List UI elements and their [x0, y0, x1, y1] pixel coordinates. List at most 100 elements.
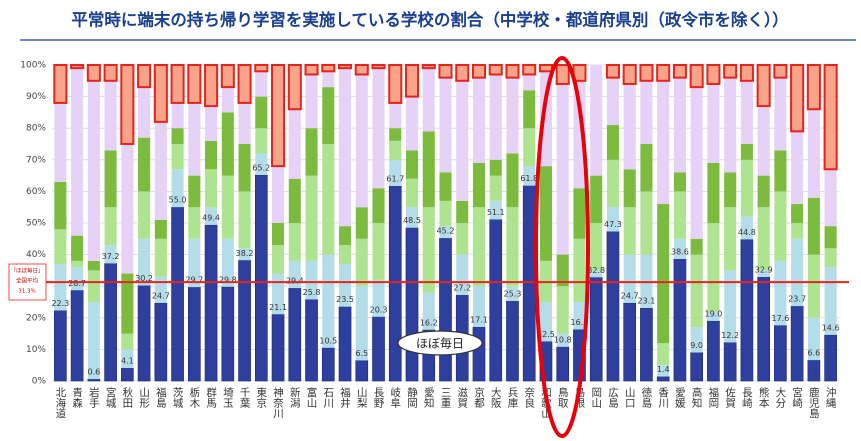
- bar-segment: [171, 102, 184, 129]
- x-tick-label: 沖縄: [825, 386, 837, 408]
- bar-segment: [589, 277, 603, 382]
- bar-segment: [121, 333, 134, 350]
- bar-segment: [807, 359, 821, 382]
- bar-segment: [639, 64, 654, 82]
- bar-segment: [221, 238, 234, 287]
- bar-segment: [806, 64, 821, 111]
- x-tick-label: 佐賀: [724, 386, 736, 409]
- bar-segment: [606, 159, 619, 208]
- data-label: 21.1: [269, 303, 287, 312]
- bar-segment: [272, 223, 285, 246]
- bar-segment: [472, 162, 486, 208]
- bar-segment: [489, 200, 502, 220]
- bar-segment: [70, 64, 85, 70]
- bar-segment: [640, 191, 653, 255]
- bar-segment: [623, 254, 636, 303]
- bar-segment: [338, 306, 352, 382]
- bar-segment: [138, 137, 151, 192]
- data-label: 55.0: [169, 196, 187, 205]
- bar-segment: [405, 207, 419, 228]
- average-value: 31.3%: [18, 289, 35, 295]
- bar-segment: [103, 64, 118, 82]
- x-tick-label: 福岡: [707, 386, 719, 409]
- data-label: 27.2: [453, 284, 471, 293]
- legend-label: ほぼ毎日: [416, 336, 464, 351]
- bar-segment: [221, 112, 234, 176]
- bar-segment: [389, 128, 402, 141]
- bar-segment: [506, 300, 519, 382]
- bar-segment: [188, 238, 201, 288]
- x-tick-label: 宮城: [105, 386, 117, 409]
- bar-segment: [556, 286, 569, 334]
- bar-segment: [606, 231, 620, 382]
- x-tick-label: 新潟: [289, 386, 301, 409]
- bar-segment: [740, 80, 753, 144]
- x-tick-label: 埼玉: [222, 386, 234, 408]
- bar-segment: [305, 74, 318, 129]
- bar-segment: [205, 140, 218, 170]
- bar-segment: [456, 254, 469, 296]
- bar-segment: [774, 150, 787, 192]
- bar-segment: [339, 68, 352, 227]
- bar-segment: [421, 64, 436, 70]
- y-tick-label: 0%: [32, 377, 47, 387]
- bar-segment: [171, 128, 184, 144]
- x-tick-label: 愛媛: [674, 386, 686, 409]
- bar-segment: [657, 204, 670, 344]
- x-tick-label: 長野: [373, 387, 385, 408]
- x-tick-label: 東京: [255, 386, 267, 409]
- bar-segment: [523, 128, 536, 167]
- bar-segment: [372, 188, 385, 223]
- bar-segment: [372, 68, 385, 189]
- bar-segment: [523, 74, 536, 91]
- data-label: 1.4: [657, 365, 670, 374]
- bar-segment: [757, 276, 770, 382]
- bar-segment: [371, 64, 386, 70]
- y-tick-label: 70%: [26, 155, 46, 165]
- bar-segment: [54, 264, 67, 311]
- x-tick-label: 鹿児島: [808, 386, 820, 419]
- bar-segment: [304, 64, 319, 76]
- data-label: 37.2: [102, 252, 120, 261]
- bar-segment: [54, 310, 67, 382]
- bar-segment: [355, 286, 368, 361]
- x-tick-label: 長崎: [741, 387, 753, 408]
- bar-segment: [205, 169, 218, 208]
- data-label: 22.3: [51, 299, 69, 308]
- data-label: 25.3: [504, 290, 522, 299]
- bar-segment: [439, 226, 452, 239]
- bar-segment: [121, 349, 134, 369]
- bar-segment: [271, 64, 286, 168]
- bar-segment: [154, 238, 167, 277]
- bar-segment: [656, 376, 670, 382]
- bar-segment: [506, 77, 519, 154]
- bar-segment: [388, 185, 402, 382]
- x-tick-label: 秋田: [121, 386, 133, 408]
- bar-segment: [170, 64, 185, 104]
- bar-segment: [321, 347, 335, 382]
- bar-segment: [707, 162, 720, 223]
- bar-segment: [188, 207, 201, 239]
- y-tick-label: 80%: [26, 124, 46, 134]
- bar-segment: [472, 326, 486, 382]
- bar-segment: [807, 197, 820, 255]
- x-tick-label: 大分: [774, 386, 786, 409]
- x-tick-label: 静岡: [406, 386, 418, 409]
- bar-segment: [471, 64, 487, 79]
- bar-segment: [104, 150, 117, 208]
- bar-segment: [707, 320, 720, 382]
- bar-segment: [439, 237, 452, 382]
- data-label: 20.3: [370, 305, 388, 314]
- data-label: 10.8: [554, 335, 572, 344]
- data-label: 17.1: [470, 315, 488, 324]
- bar-segment: [87, 302, 100, 380]
- bar-segment: [87, 378, 101, 382]
- bar-segment: [605, 64, 620, 79]
- bar-segment: [339, 245, 352, 265]
- x-tick-label: 熊本: [758, 386, 770, 409]
- x-tick-label: 福井: [339, 386, 351, 409]
- data-label: 12.2: [721, 331, 739, 340]
- data-label: 24.7: [152, 291, 170, 300]
- bar-segment: [305, 299, 318, 382]
- bar-segment: [573, 302, 586, 330]
